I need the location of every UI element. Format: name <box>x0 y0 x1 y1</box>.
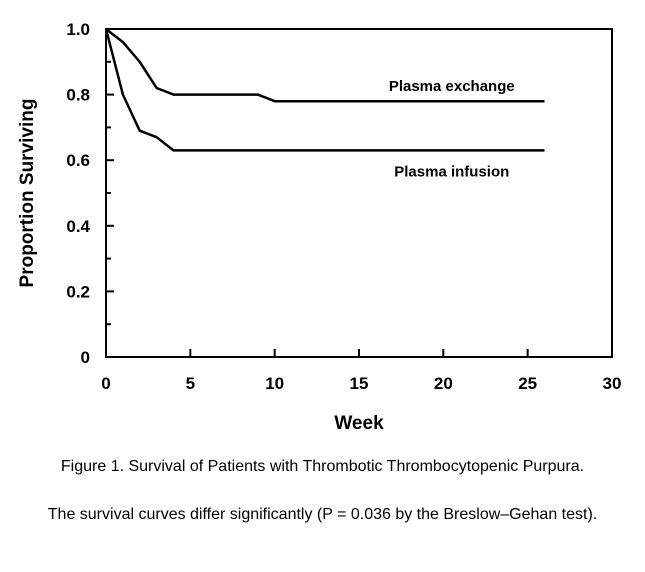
series-label: Plasma infusion <box>394 163 509 180</box>
x-axis: 0 5 10 15 20 25 30 <box>101 349 621 393</box>
x-tick-label: 0 <box>101 374 110 393</box>
y-tick-label: 0.2 <box>66 282 90 301</box>
y-tick-label: 0 <box>81 348 90 367</box>
survival-chart: 0 0.2 0.4 0.6 0.8 1.0 0 5 10 15 20 25 30 Plasma exc… <box>17 20 621 434</box>
series-label: Plasma exchange <box>389 78 515 95</box>
series-line-plasma-infusion <box>104 28 545 152</box>
figure-caption-note: The survival curves differ significantly… <box>47 506 598 523</box>
x-tick-label: 5 <box>186 374 195 393</box>
x-axis-title: Week <box>334 413 384 434</box>
series-line-plasma-exchange <box>105 28 545 103</box>
x-tick-label: 25 <box>518 374 537 393</box>
y-tick-label: 0.6 <box>66 151 90 170</box>
y-axis: 0 0.2 0.4 0.6 0.8 1.0 <box>66 20 114 367</box>
y-tick-label: 0.4 <box>66 217 90 236</box>
x-tick-label: 10 <box>265 374 284 393</box>
series-layer: Plasma exchange Plasma infusion <box>104 28 545 180</box>
y-tick-label: 1.0 <box>66 20 90 39</box>
x-tick-label: 15 <box>350 374 369 393</box>
figure-caption-title: Figure 1. Survival of Patients with Thro… <box>60 458 585 475</box>
y-axis-title: Proportion Surviving <box>17 99 38 288</box>
y-tick-label: 0.8 <box>66 86 90 105</box>
plot-frame <box>105 28 613 358</box>
x-tick-label: 20 <box>434 374 453 393</box>
x-tick-label: 30 <box>603 374 622 393</box>
